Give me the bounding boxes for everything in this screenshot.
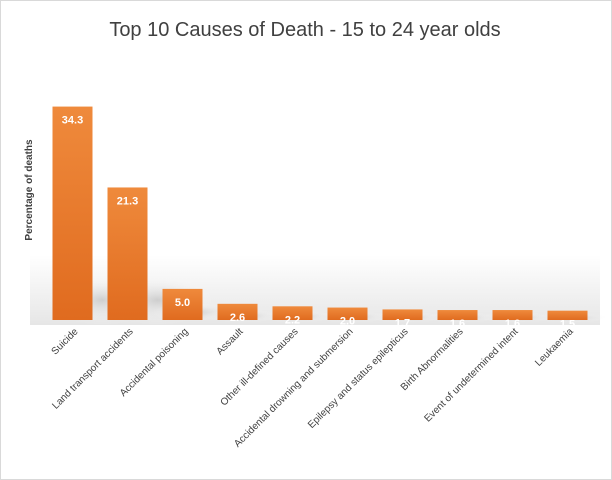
bar [437,310,478,320]
data-label: 2.2 [285,314,300,326]
data-label: 1.5 [560,319,575,331]
data-label: 1.6 [450,318,465,330]
chart-title: Top 10 Causes of Death - 15 to 24 year o… [109,19,500,41]
bar [162,288,203,320]
bar [272,306,313,320]
data-label: 2.6 [230,312,245,324]
bar [492,310,533,320]
bar [52,106,93,320]
data-label: 1.7 [395,317,410,329]
x-tick-label: Leukaemia [533,326,576,369]
x-tick-label: Event of undetermined intent [422,326,520,424]
y-axis-label: Percentage of deaths [24,139,35,241]
data-label: 34.3 [62,115,83,127]
x-tick-label: Assault [215,326,246,357]
x-tick-label: Accidental drowning and submersion [232,326,355,449]
data-label: 2.0 [340,316,355,328]
bar [327,307,368,320]
x-tick-label: Epilepsy and status epilepticus [306,326,410,430]
x-tick-label: Suicide [50,326,81,357]
bar [547,310,588,320]
data-label: 5.0 [175,297,190,309]
data-label: 21.3 [117,195,138,207]
bar [107,187,148,320]
data-label: 1.6 [505,318,520,330]
bar [382,309,423,320]
bar [217,303,258,320]
